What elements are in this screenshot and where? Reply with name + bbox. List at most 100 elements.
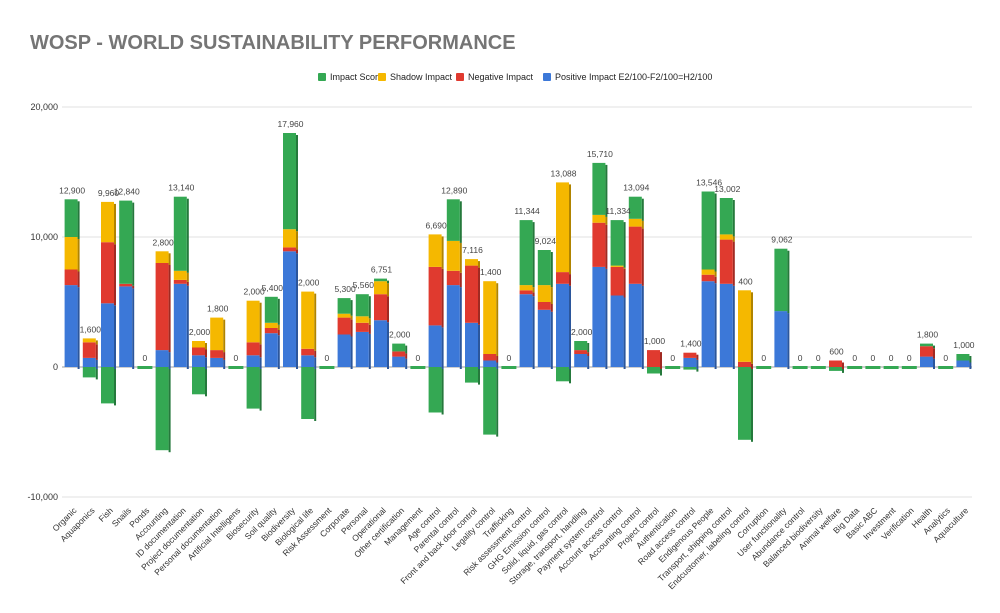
bar-segment xyxy=(246,342,260,356)
bar-side xyxy=(114,369,116,406)
bar-segment xyxy=(301,348,315,356)
legend-label: Negative Impact xyxy=(468,72,534,82)
data-label: 9,062 xyxy=(771,235,793,245)
bar-side xyxy=(714,276,717,284)
bar-segment xyxy=(738,290,751,362)
legend-swatch xyxy=(456,73,464,81)
bar-side xyxy=(787,313,790,369)
bar-side xyxy=(751,363,753,369)
bar-segment xyxy=(647,350,660,367)
bar-side xyxy=(259,302,262,345)
bar-side xyxy=(441,327,444,369)
bar-side xyxy=(314,369,317,421)
bar-side xyxy=(350,319,353,337)
data-label: 0 xyxy=(889,353,894,363)
bar-side xyxy=(569,369,571,384)
bar-side xyxy=(77,287,80,369)
bar-side xyxy=(259,357,262,369)
bar-side xyxy=(459,287,462,369)
bar-side xyxy=(223,352,226,360)
bar-side xyxy=(368,324,371,334)
bar-side xyxy=(368,296,371,319)
bar-side xyxy=(314,357,317,369)
bar-side xyxy=(933,345,935,349)
bar-side xyxy=(550,311,553,369)
bar-segment xyxy=(119,286,133,367)
bar-segment xyxy=(719,283,733,367)
bar-segment xyxy=(701,274,715,282)
bar-side xyxy=(569,274,571,286)
bar-side xyxy=(277,335,280,369)
bar-side xyxy=(459,272,462,288)
bar-segment xyxy=(628,283,642,367)
bar-segment xyxy=(483,281,497,354)
data-label: 9,960 xyxy=(98,188,120,198)
bar-segment xyxy=(64,199,78,237)
bar-segment xyxy=(756,366,772,369)
y-axis: -10,000 0 10,000 20,000 xyxy=(27,102,58,502)
bar-segment xyxy=(264,328,278,334)
bar-segment xyxy=(956,354,970,361)
bar-side xyxy=(969,356,972,363)
bar-side xyxy=(478,324,480,369)
bar-segment xyxy=(483,354,497,361)
data-label: 1,600 xyxy=(80,324,102,334)
bar-segment xyxy=(683,357,697,367)
bar-segment xyxy=(210,357,224,367)
bar-segment xyxy=(101,201,114,243)
bar-side xyxy=(550,287,553,304)
bar-segment xyxy=(920,356,933,367)
bar-side xyxy=(587,352,590,356)
bar-segment xyxy=(337,313,351,318)
bar-segment xyxy=(920,343,933,347)
data-label: 0 xyxy=(416,353,421,363)
data-label: 12,840 xyxy=(114,187,140,197)
bar-side xyxy=(714,271,717,277)
bar-side xyxy=(259,344,262,358)
bar-side xyxy=(223,319,226,353)
bar-segment xyxy=(501,366,517,369)
bar-segment xyxy=(210,350,224,358)
bar-segment xyxy=(355,294,369,317)
bar-side xyxy=(277,298,280,325)
bar-side xyxy=(623,222,626,268)
bar-segment xyxy=(428,367,442,413)
data-label: 0 xyxy=(761,353,766,363)
data-label: 1,800 xyxy=(207,304,229,314)
bar-segment xyxy=(301,291,315,349)
bar-side xyxy=(387,296,389,323)
gridlines xyxy=(62,106,972,498)
bar-segment xyxy=(173,196,187,271)
bar-side xyxy=(77,239,80,272)
bar-side xyxy=(350,300,353,316)
bar-side xyxy=(933,348,935,359)
bar-side xyxy=(387,280,389,284)
data-label: 11,334 xyxy=(605,206,631,216)
bar-segment xyxy=(628,218,642,227)
bar-segment xyxy=(155,350,169,367)
bar-segment xyxy=(283,133,296,230)
bar-side xyxy=(732,241,735,286)
bar-side xyxy=(168,253,171,265)
bar-side xyxy=(77,271,80,288)
bar-segment xyxy=(101,303,114,367)
bar-segment xyxy=(246,355,260,367)
data-label: 1,400 xyxy=(480,267,502,277)
data-label: 5,560 xyxy=(353,280,375,290)
bar-segment xyxy=(592,162,606,215)
bar-side xyxy=(296,231,298,250)
bar-segment xyxy=(719,234,733,240)
bar-segment xyxy=(173,283,187,367)
data-label: 13,088 xyxy=(551,168,577,178)
bar-side xyxy=(168,352,171,369)
bar-side xyxy=(277,324,280,330)
bar-side xyxy=(532,296,535,369)
bar-side xyxy=(168,369,171,453)
bar-segment xyxy=(64,269,78,286)
bar-side xyxy=(569,184,571,275)
bar-side xyxy=(459,242,462,273)
bar-segment xyxy=(155,263,169,351)
bar-segment xyxy=(155,251,169,263)
bar-side xyxy=(714,283,717,369)
